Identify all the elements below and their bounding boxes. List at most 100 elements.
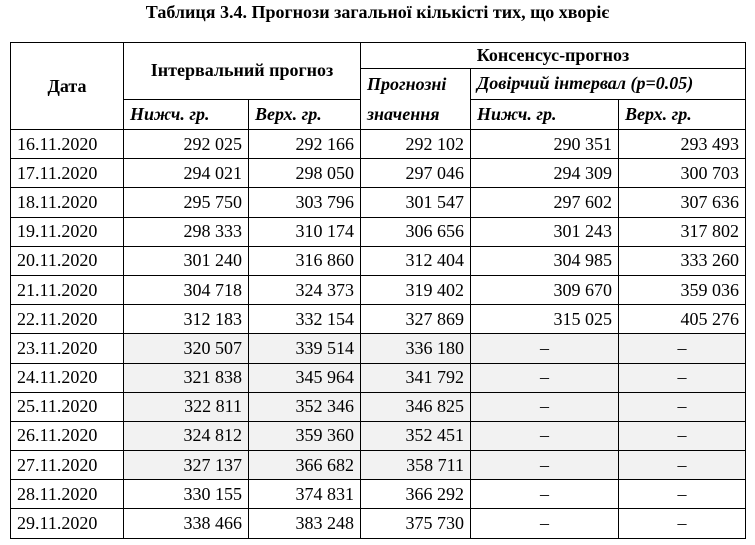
cell-ci-upper: 405 276 (617, 304, 747, 335)
cell-ci-lower: – (470, 420, 619, 452)
cell-ci-upper: – (617, 420, 747, 452)
table-row: 23.11.2020 320 507 339 514 336 180– – (10, 333, 747, 364)
cell-ci-upper: 333 260 (617, 245, 747, 276)
cell-ci-lower: – (470, 362, 619, 393)
cell-date: 17.11.2020 (10, 158, 124, 189)
table-body: 16.11.2020 292 025 292 166 292 102 290 351 29… (10, 128, 747, 539)
header-upper: Верх. гр. (248, 98, 361, 130)
cell-forecast: 346 825 (360, 391, 471, 422)
cell-upper: 383 248 (248, 508, 361, 539)
cell-date: 23.11.2020 (10, 333, 124, 364)
cell-ci-upper: 317 802 (617, 216, 747, 247)
cell-forecast: 358 711 (360, 450, 471, 481)
cell-upper: 332 154 (248, 304, 361, 335)
table-row: 28.11.2020 330 155 374 831 366 292– – (10, 479, 747, 510)
table-row: 25.11.2020 322 811 352 346 346 825– – (10, 391, 747, 422)
cell-ci-upper: – (617, 391, 747, 422)
forecast-table: Дата Інтервальний прогноз Консенсус-прог… (10, 42, 747, 539)
table-row: 20.11.2020 301 240 316 860 312 404 304 985 33… (10, 245, 747, 276)
header-consensus: Консенсус-прогноз (359, 42, 747, 69)
cell-lower: 338 466 (123, 508, 249, 539)
cell-ci-upper: – (617, 508, 747, 539)
cell-date: 24.11.2020 (10, 362, 124, 393)
cell-date: 25.11.2020 (10, 391, 124, 422)
cell-upper: 345 964 (248, 362, 361, 393)
cell-forecast: 301 547 (360, 187, 471, 218)
cell-forecast: 352 451 (360, 420, 471, 452)
cell-forecast: 319 402 (360, 274, 471, 306)
cell-lower: 304 718 (123, 274, 249, 306)
cell-upper: 303 796 (248, 187, 361, 218)
cell-upper: 359 360 (248, 420, 361, 452)
header-confidence: Довірчий інтервал (p=0.05) (469, 68, 747, 100)
table-title: Таблиця 3.4. Прогнози загальної кількіст… (145, 2, 610, 22)
cell-upper: 352 346 (248, 391, 361, 422)
table-row: 18.11.2020 295 750 303 796 301 547 297 602 30… (10, 187, 747, 218)
cell-date: 28.11.2020 (10, 479, 124, 510)
cell-forecast: 306 656 (360, 216, 471, 247)
cell-ci-upper: 293 493 (617, 128, 747, 160)
table-row: 19.11.2020 298 333 310 174 306 656 301 243 31… (10, 216, 747, 247)
cell-ci-lower: – (470, 508, 619, 539)
cell-lower: 301 240 (123, 245, 249, 276)
cell-ci-upper: 307 636 (617, 187, 747, 218)
table-row: 26.11.2020 324 812 359 360 352 451– – (10, 420, 747, 452)
cell-ci-lower: 294 309 (470, 158, 619, 189)
table-row: 17.11.2020 294 021 298 050 297 046 294 309 30… (10, 158, 747, 189)
cell-forecast: 366 292 (360, 479, 471, 510)
cell-date: 18.11.2020 (10, 187, 124, 218)
cell-forecast: 312 404 (360, 245, 471, 276)
cell-upper: 366 682 (248, 450, 361, 481)
cell-lower: 295 750 (123, 187, 249, 218)
cell-ci-upper: – (617, 333, 747, 364)
header-forecast-line: Прогнозні (367, 74, 447, 94)
cell-lower: 324 812 (123, 420, 249, 452)
header-interval: Інтервальний прогноз (123, 42, 361, 100)
cell-ci-lower: 297 602 (470, 187, 619, 218)
cell-ci-upper: 359 036 (617, 274, 747, 306)
cell-date: 21.11.2020 (10, 274, 124, 306)
cell-upper: 310 174 (248, 216, 361, 247)
cell-lower: 298 333 (123, 216, 249, 247)
header-lower: Нижч. гр. (123, 98, 249, 130)
cell-forecast: 341 792 (360, 362, 471, 393)
cell-lower: 321 838 (123, 362, 249, 393)
cell-ci-lower: – (470, 479, 619, 510)
table-row: 27.11.2020 327 137 366 682 358 711– – (10, 450, 747, 481)
cell-date: 19.11.2020 (10, 216, 124, 247)
table-row: 24.11.2020 321 838 345 964 341 792– – (10, 362, 747, 393)
cell-ci-lower: – (470, 391, 619, 422)
header-forecast-line: значення (367, 104, 440, 124)
table-row: 21.11.2020 304 718 324 373 319 402 309 670 35… (10, 274, 747, 306)
cell-lower: 327 137 (123, 450, 249, 481)
cell-ci-lower: 309 670 (470, 274, 619, 306)
cell-upper: 292 166 (248, 128, 361, 160)
cell-ci-lower: 301 243 (470, 216, 619, 247)
cell-date: 26.11.2020 (10, 420, 124, 452)
cell-lower: 320 507 (123, 333, 249, 364)
cell-upper: 324 373 (248, 274, 361, 306)
header-forecast: Прогнозні значення (360, 68, 471, 130)
cell-date: 16.11.2020 (10, 128, 124, 160)
cell-upper: 316 860 (248, 245, 361, 276)
cell-ci-lower: 315 025 (470, 304, 619, 335)
cell-forecast: 375 730 (360, 508, 471, 539)
header-date: Дата (10, 42, 124, 130)
cell-forecast: 327 869 (360, 304, 471, 335)
cell-ci-lower: 304 985 (470, 245, 619, 276)
cell-upper: 374 831 (248, 479, 361, 510)
cell-lower: 294 021 (123, 158, 249, 189)
cell-lower: 322 811 (123, 391, 249, 422)
cell-upper: 339 514 (248, 333, 361, 364)
table-row: 22.11.2020 312 183 332 154 327 869 315 025 40… (10, 304, 747, 335)
cell-forecast: 336 180 (360, 333, 471, 364)
table-row: 29.11.2020 338 466 383 248 375 730– – (10, 508, 747, 539)
cell-upper: 298 050 (248, 158, 361, 189)
header-ci-lower: Нижч. гр. (470, 98, 619, 130)
cell-lower: 292 025 (123, 128, 249, 160)
cell-forecast: 297 046 (360, 158, 471, 189)
cell-ci-upper: 300 703 (617, 158, 747, 189)
header-ci-upper: Верх. гр. (617, 98, 747, 130)
cell-ci-lower: – (470, 333, 619, 364)
cell-ci-upper: – (617, 362, 747, 393)
